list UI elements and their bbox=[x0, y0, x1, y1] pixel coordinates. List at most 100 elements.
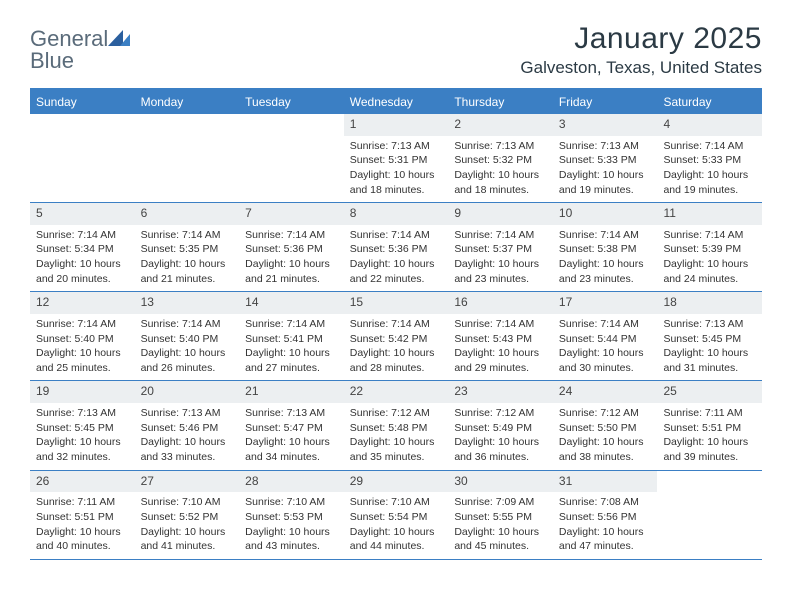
day-number: 21 bbox=[239, 381, 344, 403]
dl1-text: Daylight: 10 hours bbox=[454, 526, 547, 540]
sunset-text: Sunset: 5:32 PM bbox=[454, 154, 547, 168]
cell-body: Sunrise: 7:12 AMSunset: 5:49 PMDaylight:… bbox=[448, 403, 553, 470]
dl1-text: Daylight: 10 hours bbox=[141, 436, 234, 450]
cell-body: Sunrise: 7:10 AMSunset: 5:54 PMDaylight:… bbox=[344, 492, 449, 559]
cell-body: Sunrise: 7:10 AMSunset: 5:52 PMDaylight:… bbox=[135, 492, 240, 559]
title-block: January 2025 Galveston, Texas, United St… bbox=[520, 22, 762, 78]
day-number: 4 bbox=[657, 114, 762, 136]
sunrise-text: Sunrise: 7:13 AM bbox=[559, 140, 652, 154]
sunset-text: Sunset: 5:44 PM bbox=[559, 333, 652, 347]
sunset-text: Sunset: 5:45 PM bbox=[663, 333, 756, 347]
cell-body: Sunrise: 7:14 AMSunset: 5:38 PMDaylight:… bbox=[553, 225, 658, 292]
sunrise-text: Sunrise: 7:14 AM bbox=[350, 318, 443, 332]
day-number: 9 bbox=[448, 203, 553, 225]
day-number: 12 bbox=[30, 292, 135, 314]
dl1-text: Daylight: 10 hours bbox=[559, 258, 652, 272]
dl1-text: Daylight: 10 hours bbox=[559, 347, 652, 361]
sunset-text: Sunset: 5:43 PM bbox=[454, 333, 547, 347]
dl1-text: Daylight: 10 hours bbox=[663, 347, 756, 361]
day-number: 13 bbox=[135, 292, 240, 314]
sunrise-text: Sunrise: 7:11 AM bbox=[36, 496, 129, 510]
sunrise-text: Sunrise: 7:10 AM bbox=[245, 496, 338, 510]
cell-body: Sunrise: 7:09 AMSunset: 5:55 PMDaylight:… bbox=[448, 492, 553, 559]
calendar-cell: 30Sunrise: 7:09 AMSunset: 5:55 PMDayligh… bbox=[448, 471, 553, 559]
dl2-text: and 47 minutes. bbox=[559, 540, 652, 554]
dayheader-sun: Sunday bbox=[30, 90, 135, 114]
dl1-text: Daylight: 10 hours bbox=[454, 169, 547, 183]
calendar-cell: 17Sunrise: 7:14 AMSunset: 5:44 PMDayligh… bbox=[553, 292, 658, 380]
week-row: 26Sunrise: 7:11 AMSunset: 5:51 PMDayligh… bbox=[30, 471, 762, 560]
cell-body: Sunrise: 7:13 AMSunset: 5:47 PMDaylight:… bbox=[239, 403, 344, 470]
day-number: 2 bbox=[448, 114, 553, 136]
calendar-cell: 19Sunrise: 7:13 AMSunset: 5:45 PMDayligh… bbox=[30, 381, 135, 469]
dl2-text: and 19 minutes. bbox=[559, 184, 652, 198]
sunset-text: Sunset: 5:33 PM bbox=[663, 154, 756, 168]
cell-body: Sunrise: 7:14 AMSunset: 5:42 PMDaylight:… bbox=[344, 314, 449, 381]
calendar-cell: 5Sunrise: 7:14 AMSunset: 5:34 PMDaylight… bbox=[30, 203, 135, 291]
day-number bbox=[657, 471, 762, 493]
calendar-cell: 23Sunrise: 7:12 AMSunset: 5:49 PMDayligh… bbox=[448, 381, 553, 469]
dl2-text: and 28 minutes. bbox=[350, 362, 443, 376]
logo-text-blue-wrap: Blue bbox=[30, 48, 74, 74]
calendar-cell bbox=[135, 114, 240, 202]
day-number: 31 bbox=[553, 471, 658, 493]
dl1-text: Daylight: 10 hours bbox=[559, 169, 652, 183]
dl1-text: Daylight: 10 hours bbox=[245, 436, 338, 450]
day-number: 20 bbox=[135, 381, 240, 403]
dl1-text: Daylight: 10 hours bbox=[350, 526, 443, 540]
calendar-cell: 10Sunrise: 7:14 AMSunset: 5:38 PMDayligh… bbox=[553, 203, 658, 291]
cell-body: Sunrise: 7:14 AMSunset: 5:41 PMDaylight:… bbox=[239, 314, 344, 381]
dl1-text: Daylight: 10 hours bbox=[36, 436, 129, 450]
dl1-text: Daylight: 10 hours bbox=[663, 169, 756, 183]
calendar-cell: 16Sunrise: 7:14 AMSunset: 5:43 PMDayligh… bbox=[448, 292, 553, 380]
day-number bbox=[135, 114, 240, 136]
cell-body: Sunrise: 7:08 AMSunset: 5:56 PMDaylight:… bbox=[553, 492, 658, 559]
day-number: 30 bbox=[448, 471, 553, 493]
dl1-text: Daylight: 10 hours bbox=[245, 258, 338, 272]
header: General January 2025 Galveston, Texas, U… bbox=[30, 22, 762, 78]
dl2-text: and 21 minutes. bbox=[141, 273, 234, 287]
sunrise-text: Sunrise: 7:14 AM bbox=[245, 229, 338, 243]
week-row: 5Sunrise: 7:14 AMSunset: 5:34 PMDaylight… bbox=[30, 203, 762, 292]
dl1-text: Daylight: 10 hours bbox=[36, 526, 129, 540]
day-number: 5 bbox=[30, 203, 135, 225]
dl2-text: and 38 minutes. bbox=[559, 451, 652, 465]
dl2-text: and 25 minutes. bbox=[36, 362, 129, 376]
sunrise-text: Sunrise: 7:14 AM bbox=[36, 318, 129, 332]
dl2-text: and 33 minutes. bbox=[141, 451, 234, 465]
calendar-cell: 21Sunrise: 7:13 AMSunset: 5:47 PMDayligh… bbox=[239, 381, 344, 469]
calendar-cell: 22Sunrise: 7:12 AMSunset: 5:48 PMDayligh… bbox=[344, 381, 449, 469]
cell-body: Sunrise: 7:14 AMSunset: 5:40 PMDaylight:… bbox=[135, 314, 240, 381]
cell-body: Sunrise: 7:10 AMSunset: 5:53 PMDaylight:… bbox=[239, 492, 344, 559]
sunset-text: Sunset: 5:37 PM bbox=[454, 243, 547, 257]
calendar-cell: 20Sunrise: 7:13 AMSunset: 5:46 PMDayligh… bbox=[135, 381, 240, 469]
sunrise-text: Sunrise: 7:11 AM bbox=[663, 407, 756, 421]
sunset-text: Sunset: 5:52 PM bbox=[141, 511, 234, 525]
calendar-cell bbox=[30, 114, 135, 202]
calendar-cell: 27Sunrise: 7:10 AMSunset: 5:52 PMDayligh… bbox=[135, 471, 240, 559]
calendar-page: General January 2025 Galveston, Texas, U… bbox=[0, 0, 792, 580]
cell-body: Sunrise: 7:14 AMSunset: 5:44 PMDaylight:… bbox=[553, 314, 658, 381]
day-number: 10 bbox=[553, 203, 658, 225]
dl2-text: and 36 minutes. bbox=[454, 451, 547, 465]
calendar-cell: 1Sunrise: 7:13 AMSunset: 5:31 PMDaylight… bbox=[344, 114, 449, 202]
sunrise-text: Sunrise: 7:14 AM bbox=[350, 229, 443, 243]
day-number: 15 bbox=[344, 292, 449, 314]
day-number: 6 bbox=[135, 203, 240, 225]
sunset-text: Sunset: 5:45 PM bbox=[36, 422, 129, 436]
dl2-text: and 18 minutes. bbox=[350, 184, 443, 198]
cell-body: Sunrise: 7:14 AMSunset: 5:37 PMDaylight:… bbox=[448, 225, 553, 292]
sunset-text: Sunset: 5:42 PM bbox=[350, 333, 443, 347]
sunset-text: Sunset: 5:48 PM bbox=[350, 422, 443, 436]
sunrise-text: Sunrise: 7:14 AM bbox=[245, 318, 338, 332]
calendar-cell: 2Sunrise: 7:13 AMSunset: 5:32 PMDaylight… bbox=[448, 114, 553, 202]
calendar-grid: Sunday Monday Tuesday Wednesday Thursday… bbox=[30, 88, 762, 560]
cell-body: Sunrise: 7:13 AMSunset: 5:32 PMDaylight:… bbox=[448, 136, 553, 203]
dayheader-thu: Thursday bbox=[448, 90, 553, 114]
sunrise-text: Sunrise: 7:10 AM bbox=[141, 496, 234, 510]
sunset-text: Sunset: 5:36 PM bbox=[350, 243, 443, 257]
dl2-text: and 44 minutes. bbox=[350, 540, 443, 554]
dl1-text: Daylight: 10 hours bbox=[350, 258, 443, 272]
month-title: January 2025 bbox=[520, 22, 762, 56]
dl2-text: and 30 minutes. bbox=[559, 362, 652, 376]
